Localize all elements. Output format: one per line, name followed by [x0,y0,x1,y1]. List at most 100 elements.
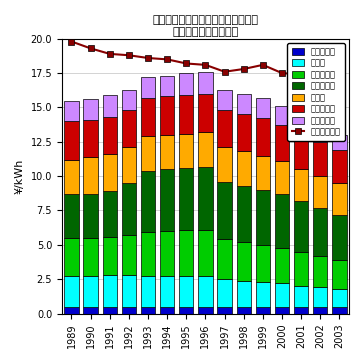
Bar [122,110,136,147]
Bar [332,307,347,314]
Bar [275,194,289,248]
Bar [237,281,251,307]
Bar [237,114,251,151]
Bar [64,307,79,314]
Bar [217,307,232,314]
Bar [83,307,98,314]
Bar [275,161,289,194]
Bar [275,307,289,314]
Bar [332,135,347,150]
Bar [103,307,117,314]
Bar [198,307,213,314]
Bar [198,277,213,307]
Bar [160,135,174,169]
Bar [217,279,232,307]
Bar [122,235,136,275]
Bar [294,286,308,307]
Bar [217,182,232,239]
Bar [198,230,213,277]
Bar [141,77,155,98]
Bar [179,277,194,307]
Bar [237,94,251,114]
Bar [294,169,308,201]
Bar [103,237,117,275]
Bar [122,90,136,110]
Bar [198,94,213,132]
Bar [160,97,174,135]
Bar [141,98,155,136]
Bar [256,155,270,190]
Bar [313,287,328,307]
Bar [64,160,79,194]
Bar [294,117,308,135]
Bar [313,125,328,142]
Bar [122,307,136,314]
Bar [237,242,251,281]
Bar [256,118,270,155]
Bar [275,283,289,307]
Bar [103,117,117,154]
Bar [294,201,308,252]
Bar [141,307,155,314]
Bar [83,99,98,120]
Bar [217,147,232,182]
Bar [294,252,308,286]
Bar [160,76,174,97]
Bar [141,232,155,277]
Bar [122,275,136,307]
Bar [160,307,174,314]
Bar [313,142,328,176]
Bar [160,231,174,277]
Bar [160,169,174,231]
Bar [256,307,270,314]
Bar [237,307,251,314]
Bar [313,176,328,208]
Bar [256,282,270,307]
Bar [83,120,98,157]
Bar [294,307,308,314]
Bar [103,275,117,307]
Bar [141,171,155,232]
Bar [256,245,270,282]
Bar [179,134,194,168]
Bar [141,136,155,171]
Bar [313,307,328,314]
Bar [313,208,328,256]
Bar [294,135,308,169]
Bar [198,72,213,94]
Bar [332,183,347,215]
Bar [332,260,347,289]
Bar [256,190,270,245]
Bar [217,110,232,147]
Bar [332,289,347,307]
Bar [332,215,347,260]
Bar [217,239,232,279]
Bar [141,277,155,307]
Bar [64,101,79,121]
Bar [275,106,289,125]
Bar [313,256,328,287]
Bar [83,157,98,194]
Bar [237,186,251,242]
Bar [237,151,251,186]
Bar [64,194,79,238]
Bar [198,167,213,230]
Bar [179,307,194,314]
Bar [83,238,98,277]
Bar [83,194,98,238]
Bar [83,277,98,307]
Bar [64,277,79,307]
Bar [103,191,117,237]
Bar [332,150,347,183]
Bar [217,90,232,110]
Bar [103,95,117,117]
Bar [64,238,79,277]
Bar [179,168,194,230]
Bar [179,230,194,277]
Title: 実質電気料金－実質総費用構成推移
（全国平均／内容別）: 実質電気料金－実質総費用構成推移 （全国平均／内容別） [153,15,258,37]
Bar [275,125,289,161]
Bar [122,183,136,235]
Bar [103,154,117,191]
Bar [179,73,194,95]
Bar [160,277,174,307]
